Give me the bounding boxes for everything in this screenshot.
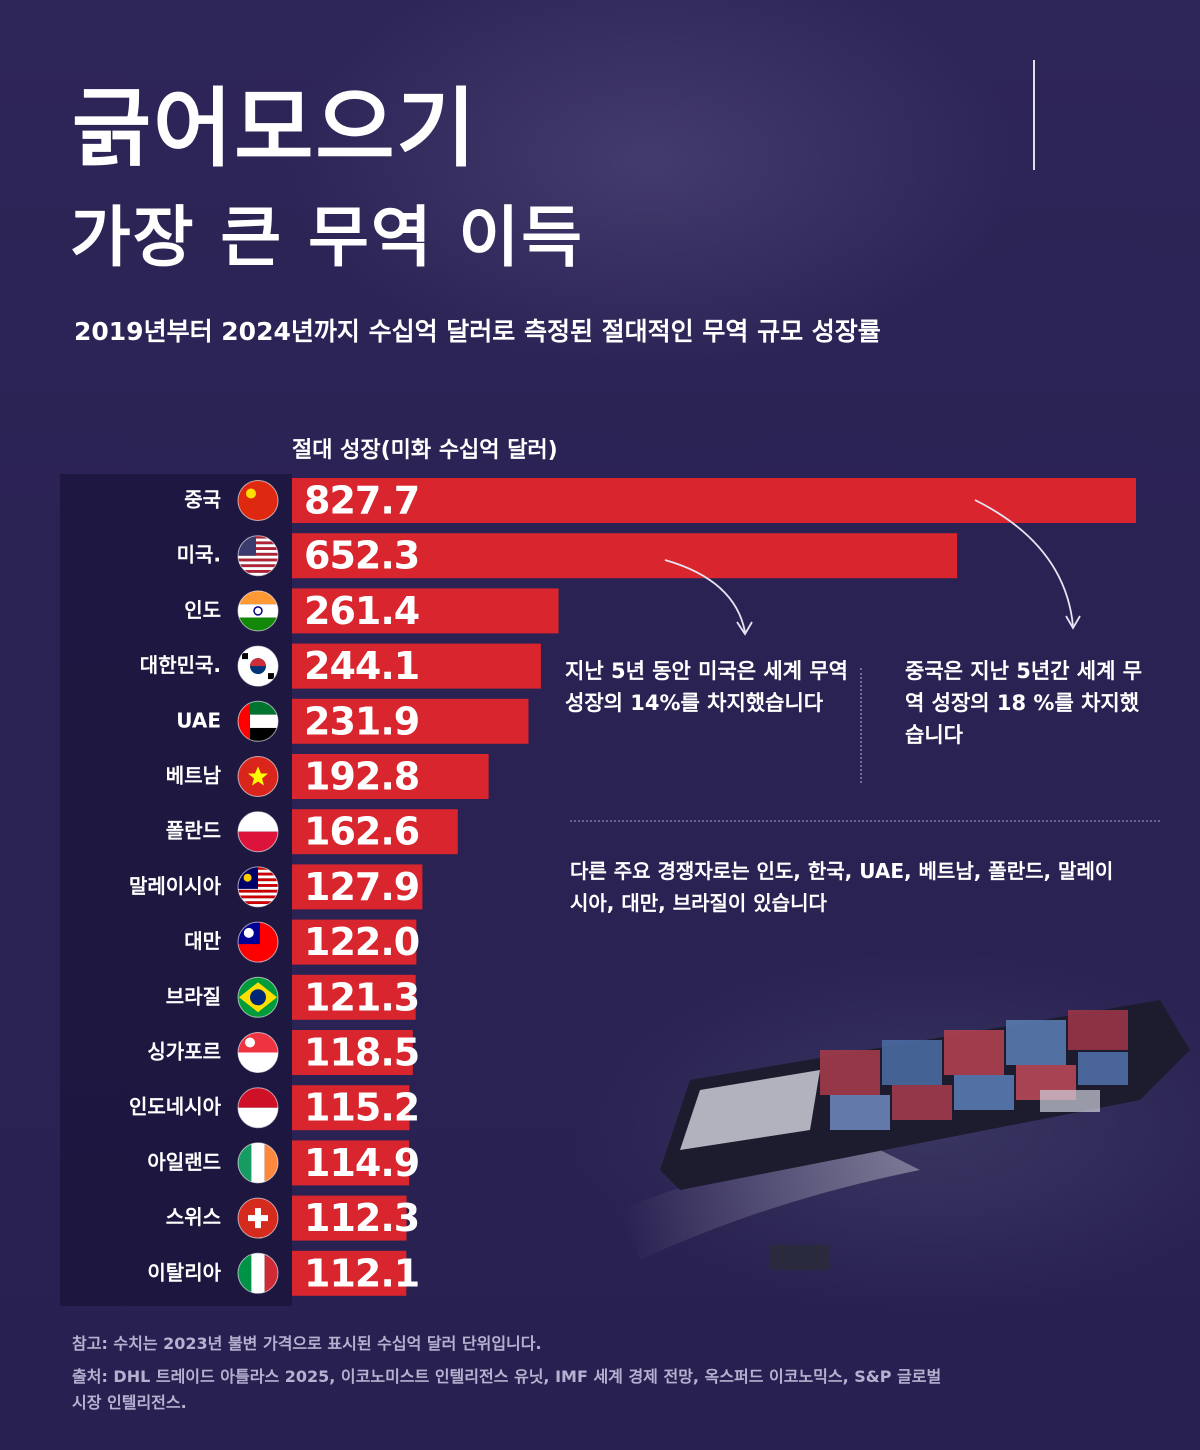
category-label: 중국 bbox=[184, 488, 221, 512]
india-flag-icon bbox=[238, 591, 278, 631]
poland-flag-icon bbox=[238, 812, 278, 852]
bar-value-label: 121.3 bbox=[304, 975, 419, 1019]
switzerland-flag-icon bbox=[238, 1198, 278, 1238]
bar-value-label: 261.4 bbox=[304, 589, 419, 633]
category-label: 인도네시아 bbox=[129, 1095, 222, 1119]
bar-value-label: 827.7 bbox=[304, 479, 419, 523]
taiwan-flag-icon bbox=[238, 922, 278, 962]
china-flag-icon bbox=[238, 481, 278, 521]
category-label: 싱가포르 bbox=[147, 1040, 221, 1064]
category-label: 대한민국. bbox=[140, 653, 221, 677]
bar-value-label: 118.5 bbox=[304, 1031, 419, 1075]
category-label: 아일랜드 bbox=[147, 1150, 221, 1174]
annotation-divider-horizontal bbox=[570, 820, 1160, 822]
indonesia-flag-icon bbox=[238, 1088, 278, 1128]
category-label: UAE bbox=[176, 708, 221, 732]
bar-value-label: 652.3 bbox=[304, 534, 419, 578]
annotation-divider-vertical bbox=[860, 668, 862, 783]
ireland-flag-icon bbox=[238, 1143, 278, 1183]
bar-value-label: 244.1 bbox=[304, 644, 419, 688]
bar-value-label: 112.1 bbox=[304, 1251, 419, 1295]
italy-flag-icon bbox=[238, 1253, 278, 1293]
category-label: 인도 bbox=[184, 598, 221, 622]
bar-value-label: 192.8 bbox=[304, 755, 419, 799]
bar-value-label: 231.9 bbox=[304, 699, 419, 743]
category-label: 미국. bbox=[177, 543, 221, 567]
uae-flag-icon bbox=[238, 701, 278, 741]
other-competitors-annotation: 다른 주요 경쟁자로는 인도, 한국, UAE, 베트남, 폴란드, 말레이시아… bbox=[570, 855, 1130, 919]
category-label: 베트남 bbox=[166, 764, 222, 788]
brazil-flag-icon bbox=[238, 977, 278, 1017]
malaysia-flag-icon bbox=[238, 867, 278, 907]
category-label: 스위스 bbox=[166, 1205, 221, 1229]
bar-value-label: 114.9 bbox=[304, 1141, 419, 1185]
category-label: 브라질 bbox=[166, 984, 221, 1008]
footnote: 참고: 수치는 2023년 불변 가격으로 표시된 수십억 달러 단위입니다. bbox=[72, 1330, 542, 1354]
vietnam-flag-icon bbox=[238, 757, 278, 797]
singapore-flag-icon bbox=[238, 1033, 278, 1073]
us-annotation: 지난 5년 동안 미국은 세계 무역 성장의 14%를 차지했습니다 bbox=[565, 655, 855, 719]
category-label: 대만 bbox=[184, 929, 221, 953]
category-label: 말레이시아 bbox=[129, 874, 222, 898]
china-annotation: 중국은 지난 5년간 세계 무역 성장의 18 %를 차지했습니다 bbox=[905, 655, 1155, 751]
bar-value-label: 122.0 bbox=[304, 920, 419, 964]
source-note: 출처: DHL 트레이드 아틀라스 2025, 이코노미스트 인텔리전스 유닛,… bbox=[72, 1364, 952, 1416]
bar-value-label: 112.3 bbox=[304, 1196, 419, 1240]
usa-flag-icon bbox=[238, 536, 278, 576]
bar-value-label: 127.9 bbox=[304, 865, 419, 909]
bar-value-label: 162.6 bbox=[304, 810, 419, 854]
bar-value-label: 115.2 bbox=[304, 1086, 419, 1130]
category-label: 폴란드 bbox=[166, 819, 221, 843]
south-korea-flag-icon bbox=[238, 646, 278, 686]
category-label: 이탈리아 bbox=[147, 1260, 221, 1284]
